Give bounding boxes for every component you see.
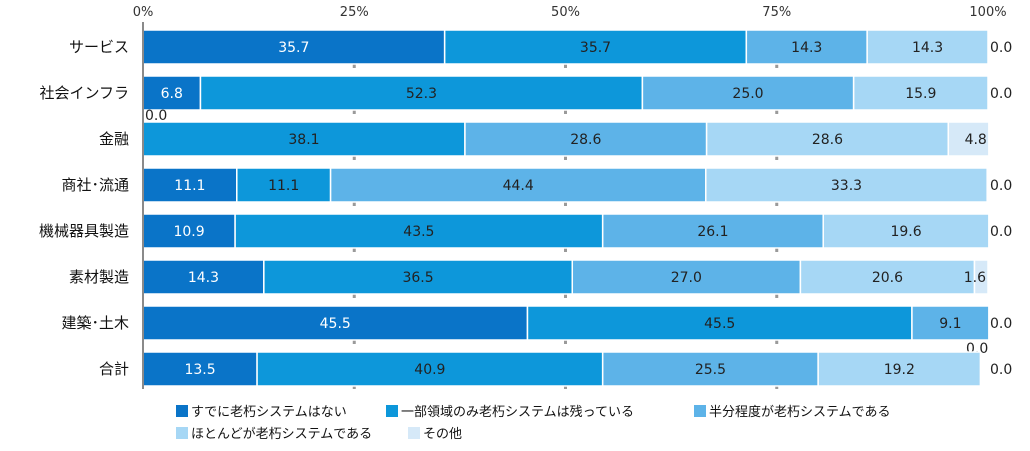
bar-segment (911, 305, 990, 341)
data-label: 35.7 (278, 40, 309, 56)
bar-segment (142, 351, 258, 387)
bar-segment (443, 29, 748, 65)
bar-segment (199, 75, 644, 111)
category-label: 合計 (99, 360, 129, 378)
data-label: 11.1 (174, 178, 205, 194)
legend-swatch (408, 427, 420, 439)
bar-segment (142, 305, 529, 341)
data-label: 38.1 (288, 132, 319, 148)
data-label: 14.3 (912, 40, 943, 56)
bar-segment (256, 351, 604, 387)
data-label: 19.6 (890, 224, 921, 240)
data-label: 14.3 (791, 40, 822, 56)
data-label: 10.9 (173, 224, 204, 240)
bar-segment (234, 213, 604, 249)
data-label: 6.8 (161, 86, 183, 102)
data-label: 35.7 (580, 40, 611, 56)
data-label: 33.3 (831, 178, 862, 194)
bar-segment (236, 167, 332, 203)
legend-swatch (176, 427, 188, 439)
x-tick-label: 25% (340, 5, 369, 20)
bar-segment (947, 121, 990, 157)
bar-segment (822, 213, 990, 249)
legend-label: ほとんどが老朽システムである (191, 427, 372, 442)
category-label: 金融 (99, 130, 129, 148)
x-tick-label: 75% (762, 5, 791, 20)
data-label: 52.3 (406, 86, 437, 102)
bar-segment (601, 213, 824, 249)
bar-segment (705, 121, 950, 157)
bar-segment (745, 29, 868, 65)
bar-segment (799, 259, 976, 295)
x-tick-label: 100% (969, 5, 1006, 20)
data-label: 26.1 (697, 224, 728, 240)
category-label: 建築･土木 (61, 314, 129, 332)
data-label: 0.0 (990, 224, 1012, 240)
x-tick-label: 0% (133, 5, 154, 20)
data-label: 19.2 (884, 362, 915, 378)
data-label: 36.5 (402, 270, 433, 286)
legend-label: その他 (423, 427, 462, 442)
legend-swatch (694, 405, 706, 417)
data-label: 15.9 (905, 86, 936, 102)
bar-segment (142, 213, 236, 249)
data-label: 0.0 (990, 316, 1012, 332)
data-label: 0.0 (990, 40, 1012, 56)
bar-segment (601, 351, 819, 387)
bar-segment (142, 259, 265, 295)
legend-label: 半分程度が老朽システムである (709, 404, 890, 420)
category-label: サービス (69, 38, 129, 56)
category-label: 社会インフラ (39, 84, 129, 102)
data-label: 28.6 (570, 132, 601, 148)
bar-segment (817, 351, 982, 387)
data-label: 9.1 (939, 316, 961, 332)
data-label: 40.9 (414, 362, 445, 378)
data-label: 43.5 (403, 224, 434, 240)
data-label: 25.0 (732, 86, 763, 102)
data-label: 0.0 (990, 178, 1012, 194)
bar-segment (866, 29, 989, 65)
bar-segment (464, 121, 708, 157)
bar-segment (852, 75, 989, 111)
bar-segment (526, 305, 913, 341)
category-label: 商社･流通 (61, 176, 129, 194)
data-label: 11.1 (268, 178, 299, 194)
data-label: 0.0 (990, 86, 1012, 102)
bar-segment (571, 259, 802, 295)
legend-label: 一部領域のみ老朽システムは残っている (401, 404, 634, 420)
data-label: 4.8 (965, 132, 987, 148)
data-label: 44.4 (503, 178, 534, 194)
category-label: 機械器具製造 (39, 222, 129, 240)
legend-swatch (176, 405, 188, 417)
data-label: 28.6 (812, 132, 843, 148)
data-label: 20.6 (872, 270, 903, 286)
data-label: 25.5 (695, 362, 726, 378)
data-label: 0.0 (990, 362, 1012, 378)
bar-segment (973, 259, 989, 295)
data-label: 45.5 (320, 316, 351, 332)
bar-segment (329, 167, 707, 203)
legend-label: すでに老朽システムはない (191, 405, 347, 420)
data-label: 45.5 (704, 316, 735, 332)
data-label: 0.0 (145, 108, 167, 124)
data-label: 1.6 (964, 270, 986, 286)
data-label: 27.0 (671, 270, 702, 286)
data-label: 14.3 (188, 270, 219, 286)
legend-swatch (386, 405, 398, 417)
x-tick-label: 50% (551, 5, 580, 20)
data-label: 13.5 (184, 362, 215, 378)
category-label: 素材製造 (69, 268, 129, 286)
bar-segment (705, 167, 988, 203)
